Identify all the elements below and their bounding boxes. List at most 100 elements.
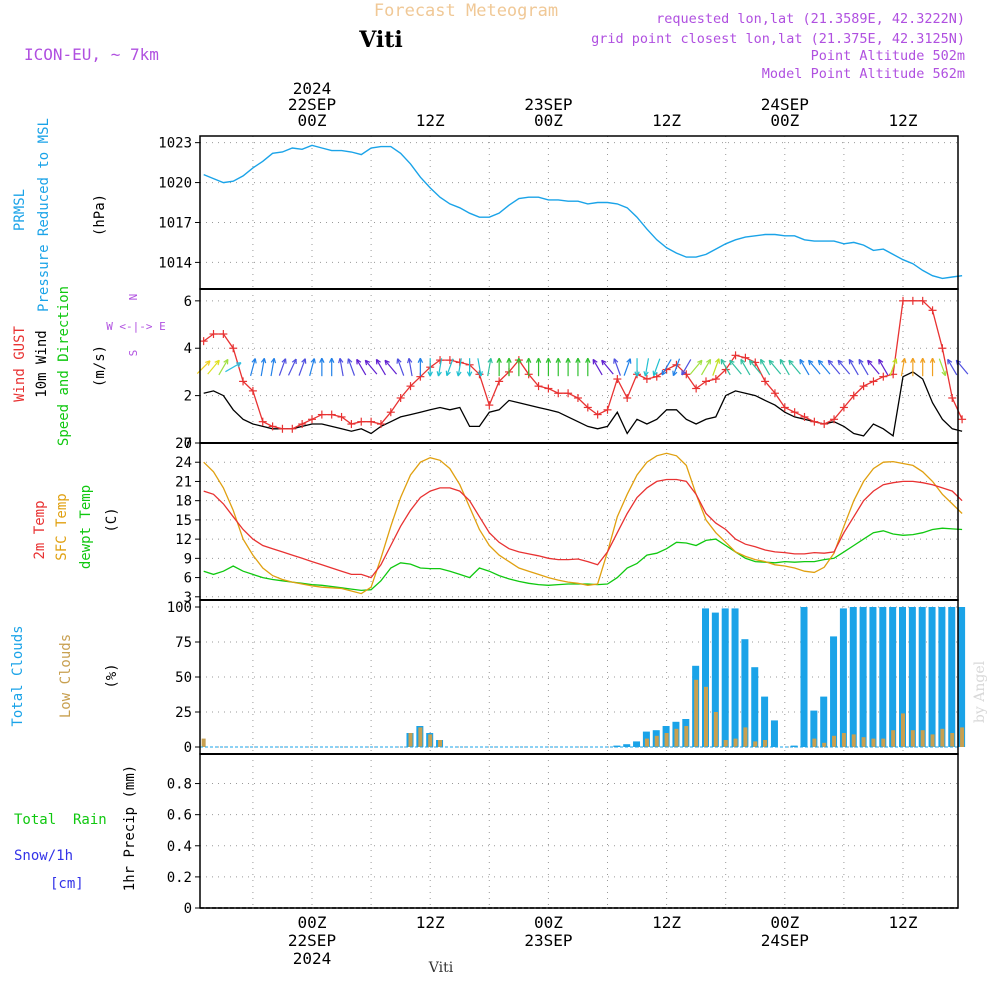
low-cloud-bar — [438, 740, 443, 747]
wind-arrow-head — [592, 358, 598, 363]
wind-arrow — [807, 359, 821, 375]
time-label-bottom: 22SEP — [288, 931, 336, 950]
wind-arrow-head — [446, 371, 451, 377]
wind-arrow — [878, 358, 889, 376]
wind-arrow — [456, 358, 462, 377]
wind-arrow-head — [496, 357, 500, 363]
wind-arrow-head — [729, 359, 735, 363]
y-tick-label: 1023 — [158, 136, 192, 152]
wind-arrow-shaft — [712, 358, 720, 376]
wind-arrow-shaft — [700, 359, 712, 376]
gust-marker — [485, 401, 494, 410]
wind-arrow — [672, 358, 681, 377]
y-tick-label: 1017 — [158, 215, 192, 231]
wind-arrow-head — [419, 357, 424, 363]
wind-arrow — [196, 360, 211, 374]
y-tick-label: 1014 — [158, 255, 192, 271]
wind-arrow — [466, 358, 473, 377]
panel-precip-labels: Total Rain Snow/1h [cm] 1hr Precip (mm) — [14, 765, 138, 892]
low-cloud-bar — [713, 712, 718, 747]
time-label-top: 2024 — [293, 79, 332, 98]
wind-arrow — [445, 358, 454, 377]
wind-arrow-head — [837, 359, 843, 363]
wind-arrow-head — [910, 357, 914, 363]
gust-marker — [554, 389, 563, 398]
wind-arrow — [384, 359, 398, 375]
y-tick-label: 9 — [184, 551, 192, 567]
total-cloud-bar — [849, 607, 857, 747]
wind-arrow-head — [661, 371, 667, 376]
time-label-bottom: 12Z — [652, 913, 681, 932]
time-label-top: 00Z — [770, 111, 799, 130]
wind-arrow-head — [338, 358, 341, 364]
wind-arrow-shaft — [384, 359, 398, 375]
gust-marker — [308, 415, 316, 424]
total-cloud-bar — [761, 696, 769, 747]
low-cloud-bar — [851, 734, 856, 747]
wind-arrow — [487, 357, 493, 377]
time-label-bottom: 00Z — [298, 913, 327, 932]
wind-arrow-head — [848, 358, 854, 363]
wind-arrow-shaft — [889, 358, 897, 376]
wind-arrow-head — [445, 370, 448, 376]
gust-marker — [849, 391, 858, 400]
y-tick-label: 12 — [175, 532, 192, 548]
wind-arrow-head — [788, 360, 791, 366]
wind-arrow-head — [304, 358, 307, 364]
wind-arrow-head — [347, 358, 349, 364]
info-line-4: Model Point Altitude 562m — [762, 66, 965, 82]
wind-arrow-head — [947, 358, 953, 363]
low-cloud-bar — [684, 726, 689, 747]
wind-arrow-shaft — [270, 358, 275, 377]
wind-arrow-shaft — [947, 359, 958, 376]
gust-marker — [810, 417, 819, 426]
gust-marker — [603, 405, 612, 414]
info-line-2: grid point closest lon,lat (21.375E, 42.… — [591, 31, 965, 47]
time-label-top: 00Z — [298, 111, 327, 130]
wind-arrow-head — [729, 360, 732, 366]
wind-arrow-head — [720, 358, 726, 363]
wind-arrow-shaft — [808, 359, 821, 375]
wind-arrow-head — [205, 360, 211, 364]
wind-arrow-head — [525, 357, 530, 363]
wind-arrow-head — [901, 357, 906, 363]
wind-arrow-head — [384, 359, 390, 363]
gust-marker — [209, 330, 218, 339]
wind-arrow — [364, 359, 378, 375]
wind-arrow-head — [788, 359, 794, 363]
wind-arrow-head — [799, 358, 805, 363]
wind-arrow-head — [545, 357, 549, 363]
wind-arrow-shaft — [644, 358, 650, 377]
wind-arrow-head — [480, 371, 483, 377]
gust-marker — [938, 344, 947, 353]
gust-marker — [692, 384, 701, 393]
wind-arrow-head — [555, 357, 559, 363]
wind-arrow-shaft — [278, 358, 287, 376]
low-cloud-bar — [644, 738, 649, 747]
y-tick-label: 100 — [167, 600, 192, 616]
total-cloud-bar — [770, 720, 778, 747]
total-cloud-bar — [741, 639, 749, 747]
wind-arrow — [681, 359, 692, 376]
wind-arrow — [218, 358, 229, 376]
wind-arrow — [799, 358, 810, 376]
total-cloud-bar — [731, 608, 739, 747]
wind-arrow-head — [749, 359, 755, 363]
wind-arrow-head — [237, 362, 242, 368]
wind-arrow-shaft — [878, 359, 889, 376]
wind-arrow — [436, 358, 443, 377]
label-snow-unit: [cm] — [50, 876, 84, 892]
gust-marker — [495, 377, 504, 386]
total-cloud-bar — [948, 607, 956, 747]
wind-arrow-head — [207, 360, 211, 366]
wind-arrow-head — [944, 370, 947, 376]
wind-arrow-head — [263, 358, 267, 364]
y-tick-label: 4 — [184, 341, 192, 357]
gust-marker — [770, 389, 779, 398]
wind-arrow-shaft — [788, 359, 801, 375]
wind-arrow-head — [681, 371, 687, 376]
gust-marker — [948, 393, 957, 402]
wind-arrow — [585, 357, 591, 377]
low-cloud-bar — [201, 738, 206, 747]
gust-marker — [406, 382, 415, 391]
